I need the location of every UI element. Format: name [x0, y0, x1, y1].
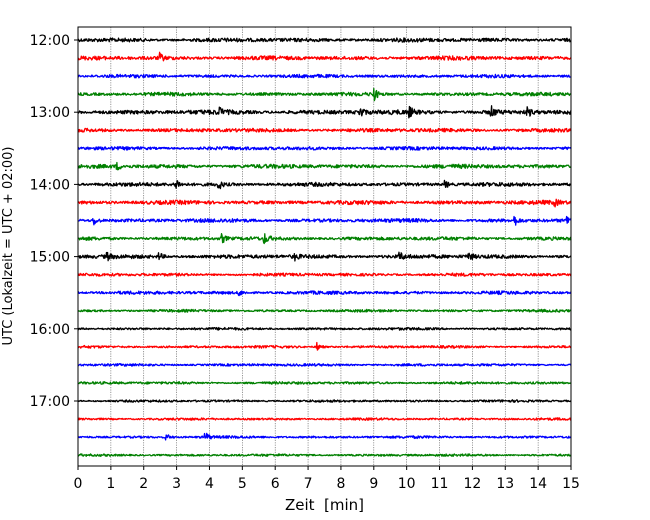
trace-line: [77, 179, 572, 190]
seismogram-traces: [77, 37, 572, 457]
y-tick-label: 12:00: [30, 33, 70, 49]
trace-line: [77, 87, 572, 102]
trace-line: [77, 51, 572, 62]
trace-line: [77, 381, 572, 385]
y-tick-label: 13:00: [30, 105, 70, 121]
y-axis-label: UTC (Lokalzeit = UTC + 02:00): [1, 147, 16, 346]
trace-line: [77, 145, 572, 151]
x-tick-label: 6: [271, 476, 280, 492]
x-gridlines: [110, 27, 539, 466]
plot-frame: [77, 26, 572, 467]
trace-line: [77, 105, 572, 119]
trace-line: [77, 215, 572, 226]
y-tick-label: 14:00: [30, 177, 70, 193]
trace-line: [77, 417, 572, 421]
x-tick-label: 9: [369, 476, 378, 492]
x-tick-label: 1: [106, 476, 115, 492]
x-tick-label: 2: [139, 476, 148, 492]
x-tick-label: 13: [496, 476, 514, 492]
x-tick-label: 8: [336, 476, 345, 492]
trace-line: [77, 198, 572, 208]
x-tick-label: 14: [529, 476, 547, 492]
x-tick-label: 15: [562, 476, 580, 492]
x-axis: 0 1 2 3 4 5 6 7 8 9 10 11 12 13 14 15: [74, 466, 580, 492]
trace-line: [77, 399, 572, 403]
x-tick-label: 7: [304, 476, 313, 492]
trace-line: [77, 251, 572, 262]
trace-line: [77, 73, 572, 79]
trace-line: [77, 272, 572, 277]
trace-line: [77, 233, 572, 245]
x-tick-label: 4: [205, 476, 214, 492]
x-tick-label: 3: [172, 476, 181, 492]
x-tick-label: 11: [431, 476, 449, 492]
y-axis: 12:00 13:00 14:00 15:00 16:00 17:00: [30, 33, 78, 410]
trace-line: [77, 308, 572, 313]
y-tick-label: 15:00: [30, 250, 70, 266]
x-tick-label: 0: [74, 476, 83, 492]
x-tick-label: 12: [463, 476, 481, 492]
trace-line: [77, 341, 572, 351]
y-tick-label: 17:00: [30, 394, 70, 410]
trace-line: [77, 161, 572, 171]
trace-line: [77, 362, 572, 367]
trace-line: [77, 290, 572, 297]
x-axis-label: Zeit [min]: [285, 496, 364, 514]
trace-line: [77, 37, 572, 43]
trace-line: [77, 453, 572, 457]
y-tick-label: 16:00: [30, 322, 70, 338]
trace-line: [77, 127, 572, 133]
x-tick-label: 5: [238, 476, 247, 492]
x-tick-label: 10: [398, 476, 416, 492]
trace-line: [77, 432, 572, 441]
trace-line: [77, 326, 572, 331]
